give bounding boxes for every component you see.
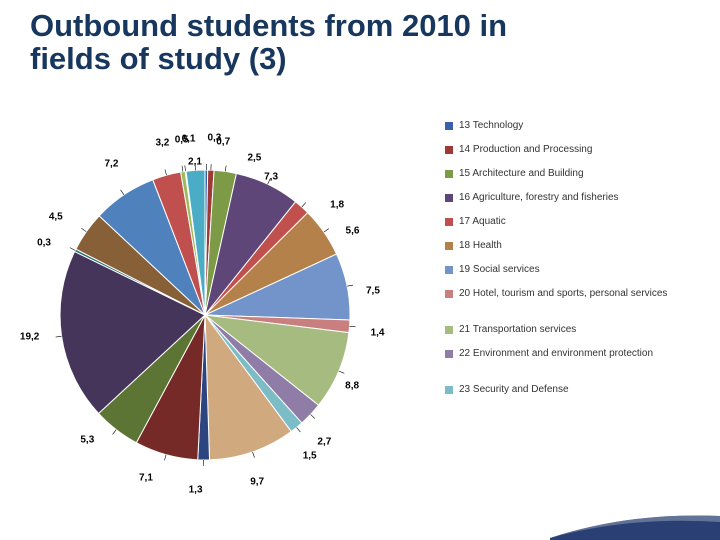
pie-slice-label: 7,3 bbox=[264, 172, 278, 183]
legend-label: 20 Hotel, tourism and sports, personal s… bbox=[459, 288, 667, 300]
legend-item: 15 Architecture and Building bbox=[445, 168, 700, 180]
pie-leader bbox=[70, 248, 75, 251]
pie-slice-label: 2,1 bbox=[188, 157, 202, 168]
legend-item: 13 Technology bbox=[445, 120, 700, 132]
corner-accent bbox=[550, 510, 720, 540]
pie-slice-label: 1,8 bbox=[330, 200, 344, 211]
pie-slice-label: 0,3 bbox=[37, 237, 51, 248]
legend-label: 13 Technology bbox=[459, 120, 523, 132]
legend-swatch bbox=[445, 218, 453, 226]
pie-slice-label: 7,5 bbox=[366, 285, 380, 296]
pie-slice-label: 5,3 bbox=[80, 434, 94, 445]
legend-label: 14 Production and Processing bbox=[459, 144, 592, 156]
legend-item: 14 Production and Processing bbox=[445, 144, 700, 156]
pie-leader bbox=[253, 452, 255, 458]
pie-leader bbox=[339, 371, 345, 373]
legend-swatch bbox=[445, 290, 453, 298]
legend-label: 15 Architecture and Building bbox=[459, 168, 584, 180]
pie-leader bbox=[182, 166, 183, 172]
legend-label: 19 Social services bbox=[459, 264, 540, 276]
pie-leader bbox=[347, 285, 353, 286]
pie-leader bbox=[225, 165, 226, 171]
pie-slice-label: 1,4 bbox=[371, 327, 385, 338]
legend-label: 23 Security and Defense bbox=[459, 384, 569, 396]
legend-label: 16 Agriculture, forestry and fisheries bbox=[459, 192, 619, 204]
legend-item: 22 Environment and environment protectio… bbox=[445, 348, 700, 360]
pie-slice-label: 7,2 bbox=[104, 159, 118, 170]
legend-swatch bbox=[445, 170, 453, 178]
legend-swatch bbox=[445, 194, 453, 202]
pie-leader bbox=[81, 228, 86, 231]
pie-slice-label: 2,7 bbox=[317, 436, 331, 447]
legend-label: 17 Aquatic bbox=[459, 216, 506, 228]
legend-item: 20 Hotel, tourism and sports, personal s… bbox=[445, 288, 700, 300]
pie-leader bbox=[56, 336, 62, 337]
pie-slice-label: 9,7 bbox=[250, 476, 264, 487]
pie-slice-label: 1,3 bbox=[189, 484, 203, 495]
legend-label: 18 Health bbox=[459, 240, 502, 252]
legend-item: 17 Aquatic bbox=[445, 216, 700, 228]
pie-leader bbox=[297, 427, 301, 432]
pie-leader bbox=[311, 414, 315, 418]
pie-leader bbox=[113, 430, 117, 435]
legend-swatch bbox=[445, 242, 453, 250]
pie-leader bbox=[185, 165, 186, 171]
pie-slice-label: 2,5 bbox=[247, 152, 261, 163]
legend-swatch bbox=[445, 266, 453, 274]
pie-leader bbox=[121, 190, 124, 195]
pie-leader bbox=[324, 229, 329, 232]
pie-leader bbox=[164, 455, 166, 461]
pie-slice-label: 0,7 bbox=[216, 137, 230, 148]
legend-label: 21 Transportation services bbox=[459, 324, 576, 336]
pie-slice-label: 3,2 bbox=[155, 138, 169, 149]
pie-slice-label: 19,2 bbox=[20, 332, 39, 343]
pie-slice-label: 8,8 bbox=[345, 381, 359, 392]
legend-item: 16 Agriculture, forestry and fisheries bbox=[445, 192, 700, 204]
legend-item: 18 Health bbox=[445, 240, 700, 252]
legend-item: 19 Social services bbox=[445, 264, 700, 276]
pie-leader bbox=[302, 203, 306, 207]
pie-slice-label: 4,5 bbox=[49, 212, 63, 223]
legend-swatch bbox=[445, 326, 453, 334]
pie-slice-label: 7,1 bbox=[139, 473, 153, 484]
legend-swatch bbox=[445, 122, 453, 130]
legend-item: 23 Security and Defense bbox=[445, 384, 700, 396]
legend-item: 21 Transportation services bbox=[445, 324, 700, 336]
legend-label: 22 Environment and environment protectio… bbox=[459, 348, 653, 360]
legend-swatch bbox=[445, 386, 453, 394]
pie-slice-label: 0,1 bbox=[182, 134, 196, 145]
pie-slice-label: 1,5 bbox=[303, 450, 317, 461]
pie-slice-label: 5,6 bbox=[346, 226, 360, 237]
pie-leader bbox=[165, 169, 167, 175]
legend-swatch bbox=[445, 146, 453, 154]
legend-swatch bbox=[445, 350, 453, 358]
